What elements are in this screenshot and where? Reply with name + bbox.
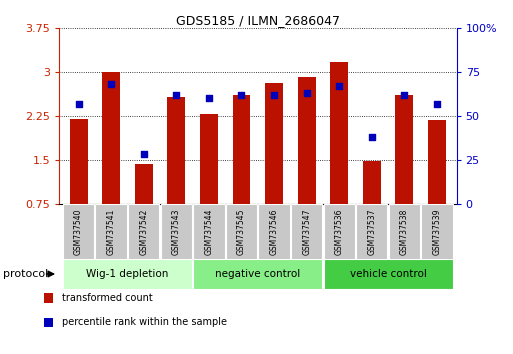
FancyBboxPatch shape [389,204,420,259]
Point [140,152,148,157]
Bar [298,77,315,204]
FancyBboxPatch shape [421,204,452,259]
Point [368,134,376,140]
Text: transformed count: transformed count [62,293,152,303]
FancyBboxPatch shape [291,204,322,259]
Bar [200,114,218,204]
Text: GSM737547: GSM737547 [302,209,311,255]
FancyBboxPatch shape [259,204,290,259]
Text: percentile rank within the sample: percentile rank within the sample [62,317,227,327]
Point [74,101,83,107]
Bar [396,96,413,204]
FancyBboxPatch shape [128,204,160,259]
Text: protocol: protocol [3,269,48,279]
Bar [330,62,348,204]
Bar [265,82,283,204]
Bar [44,293,53,303]
Bar [102,72,120,204]
FancyBboxPatch shape [95,204,127,259]
Text: GSM737537: GSM737537 [367,209,377,255]
Bar [363,161,381,204]
FancyBboxPatch shape [161,204,192,259]
Point [400,92,408,98]
Text: Wig-1 depletion: Wig-1 depletion [86,269,169,279]
Point [433,101,441,107]
Text: GSM737538: GSM737538 [400,209,409,255]
Text: GSM737544: GSM737544 [204,209,213,255]
Text: GSM737542: GSM737542 [139,209,148,255]
Bar [135,164,153,204]
Point [303,90,311,96]
FancyBboxPatch shape [356,204,387,259]
FancyBboxPatch shape [63,204,94,259]
FancyBboxPatch shape [193,259,322,289]
Text: vehicle control: vehicle control [350,269,427,279]
Point [335,83,343,89]
Text: GSM737540: GSM737540 [74,209,83,255]
Text: GSM737546: GSM737546 [269,209,279,255]
Text: GSM737545: GSM737545 [237,209,246,255]
Bar [44,318,53,327]
Point [238,92,246,98]
Point [205,96,213,101]
Point [172,92,181,98]
Bar [428,120,446,204]
Text: GSM737539: GSM737539 [432,209,442,255]
Bar [70,119,88,204]
FancyBboxPatch shape [324,204,355,259]
Text: GSM737536: GSM737536 [335,209,344,255]
Text: negative control: negative control [215,269,301,279]
Title: GDS5185 / ILMN_2686047: GDS5185 / ILMN_2686047 [176,14,340,27]
Text: GSM737541: GSM737541 [107,209,115,255]
Point [107,81,115,87]
Bar [167,97,185,204]
Bar [232,96,250,204]
FancyBboxPatch shape [324,259,452,289]
FancyBboxPatch shape [226,204,257,259]
Point [270,92,278,98]
Text: GSM737543: GSM737543 [172,209,181,255]
FancyBboxPatch shape [63,259,192,289]
FancyBboxPatch shape [193,204,225,259]
